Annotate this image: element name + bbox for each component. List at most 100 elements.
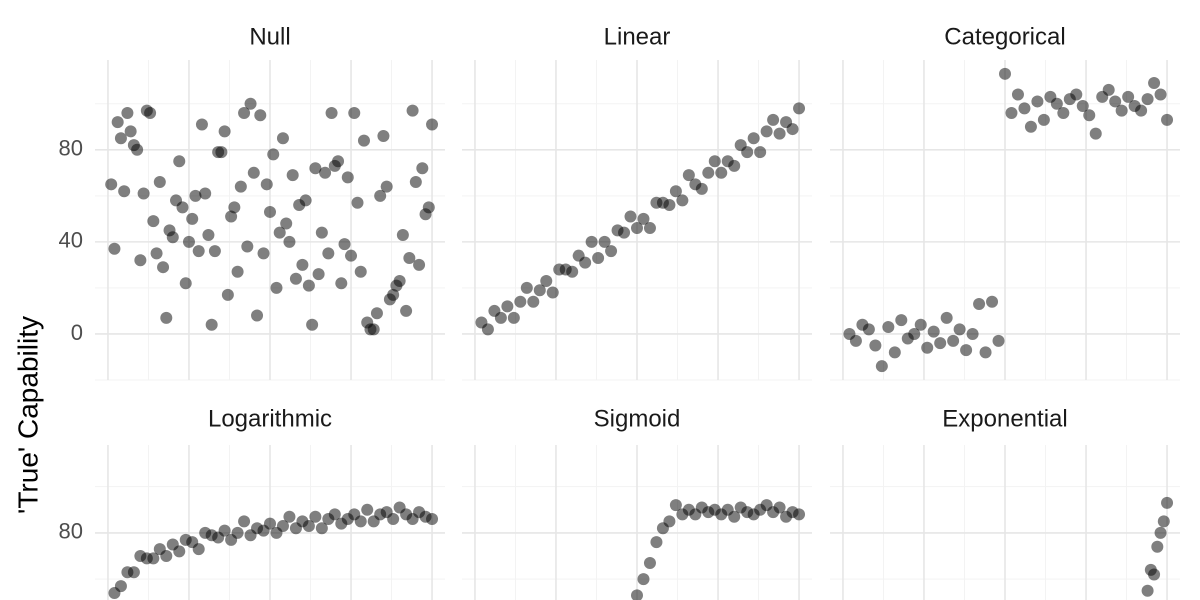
point: [669, 185, 682, 198]
point: [1057, 106, 1070, 119]
point: [966, 327, 979, 340]
point: [160, 311, 173, 324]
point: [257, 247, 270, 260]
point: [254, 109, 267, 122]
point: [176, 201, 189, 214]
point: [663, 515, 676, 528]
point: [507, 311, 520, 324]
point: [992, 334, 1005, 347]
point: [396, 228, 409, 241]
point: [422, 201, 435, 214]
point: [147, 215, 160, 228]
point: [682, 169, 695, 182]
point: [426, 118, 439, 131]
point: [173, 545, 186, 558]
point: [322, 247, 335, 260]
point: [283, 235, 296, 248]
point: [533, 284, 546, 297]
point: [173, 155, 186, 168]
point: [383, 293, 396, 306]
point: [986, 295, 999, 308]
panel-title: Exponential: [942, 405, 1067, 432]
point: [218, 125, 231, 138]
point: [940, 311, 953, 324]
point: [1148, 77, 1161, 90]
point: [328, 508, 341, 521]
point: [215, 146, 228, 159]
point: [241, 240, 254, 253]
point: [605, 245, 618, 258]
point: [354, 265, 367, 278]
point: [895, 314, 908, 327]
point: [1148, 568, 1161, 581]
point: [973, 298, 986, 311]
point: [192, 245, 205, 258]
point: [137, 187, 150, 200]
point: [416, 162, 429, 175]
point: [1154, 88, 1167, 101]
point: [1050, 97, 1063, 110]
point: [345, 249, 358, 262]
point: [332, 155, 345, 168]
point: [134, 254, 147, 267]
point: [205, 318, 218, 331]
point: [276, 519, 289, 532]
point: [875, 360, 888, 373]
point: [643, 556, 656, 569]
point: [380, 180, 393, 193]
point: [773, 127, 786, 140]
y-tick-label: 80: [59, 136, 83, 161]
point: [195, 118, 208, 131]
point: [108, 242, 121, 255]
point: [302, 279, 315, 292]
point: [251, 309, 264, 322]
point: [247, 166, 260, 179]
point: [947, 334, 960, 347]
point: [335, 277, 348, 290]
point: [348, 106, 361, 119]
point: [999, 67, 1011, 80]
point: [1151, 540, 1164, 553]
point: [481, 323, 494, 336]
point: [413, 258, 426, 271]
point: [370, 307, 383, 320]
point: [280, 217, 293, 230]
point: [631, 222, 643, 235]
point: [1083, 109, 1096, 122]
point: [354, 515, 367, 528]
point: [631, 589, 643, 600]
point: [585, 235, 598, 248]
point: [540, 275, 553, 288]
point: [566, 265, 579, 278]
point: [1141, 93, 1154, 106]
point: [1102, 83, 1115, 96]
point: [546, 286, 559, 299]
point: [882, 321, 895, 334]
point: [1024, 120, 1037, 133]
point: [1031, 95, 1044, 108]
point: [325, 106, 338, 119]
point: [403, 251, 416, 264]
point: [1157, 515, 1170, 528]
point: [934, 337, 947, 350]
point: [179, 277, 192, 290]
point: [786, 123, 799, 136]
point: [624, 210, 637, 223]
point: [231, 265, 244, 278]
point: [1141, 584, 1154, 597]
point: [361, 503, 374, 516]
point: [1011, 88, 1024, 101]
point: [299, 194, 312, 207]
point: [741, 146, 754, 159]
point: [927, 325, 940, 338]
point: [111, 116, 124, 129]
point: [144, 106, 157, 119]
point: [312, 268, 325, 281]
point: [1070, 88, 1083, 101]
point: [147, 552, 160, 565]
point: [406, 104, 419, 117]
point: [908, 327, 921, 340]
point: [264, 517, 276, 530]
y-axis-title: 'True' Capability: [12, 316, 43, 514]
